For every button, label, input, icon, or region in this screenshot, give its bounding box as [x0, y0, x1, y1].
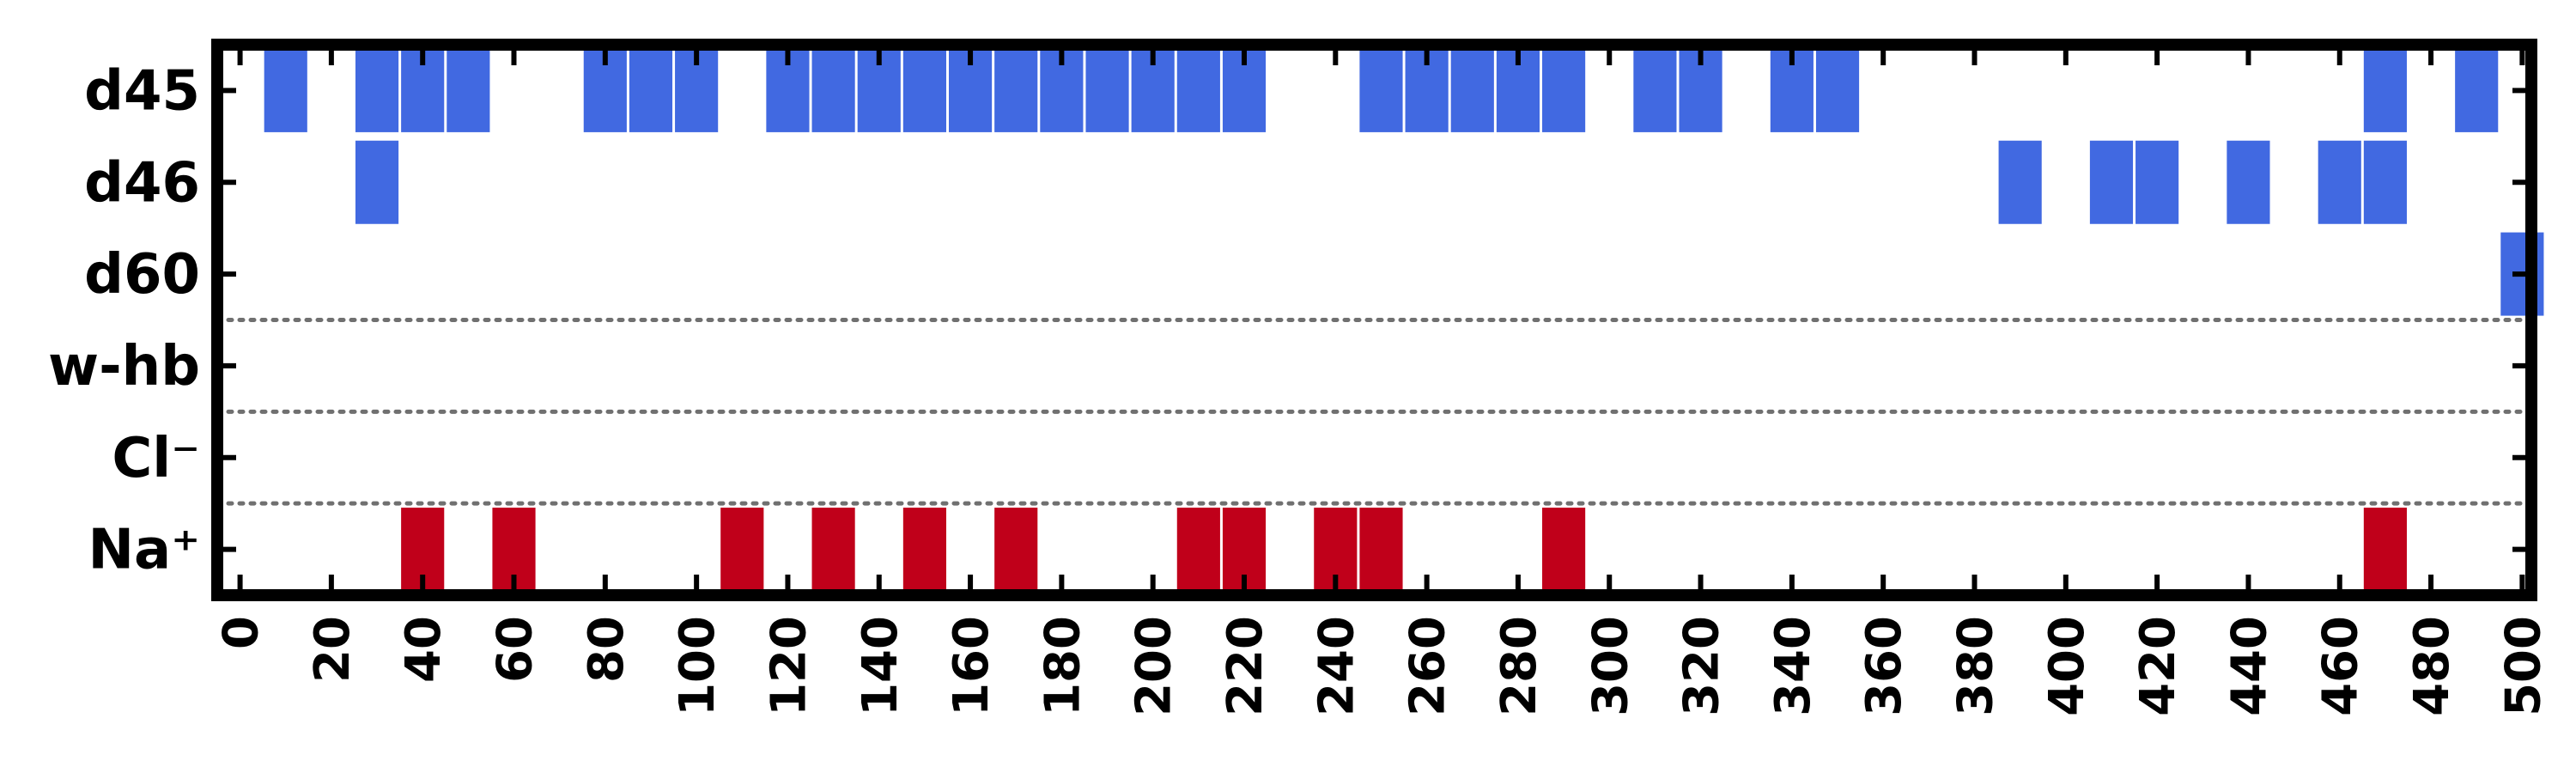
x-tick-label: 460: [2313, 616, 2369, 716]
event-bar-d46: [355, 140, 399, 224]
event-bar-na: [811, 508, 855, 592]
event-bar-na: [720, 508, 764, 592]
x-tick-label: 120: [761, 616, 817, 716]
event-bar-d45: [264, 48, 307, 132]
x-tick-label: 400: [2039, 616, 2095, 716]
event-bar-d45: [1542, 48, 1586, 132]
y-tick-label: d46: [84, 151, 200, 215]
x-tick-label: 60: [488, 616, 544, 683]
event-bar-d45: [447, 48, 490, 132]
event-bars: [264, 48, 2544, 592]
event-bar-na: [1542, 508, 1586, 592]
event-bar-d45: [1815, 48, 1860, 132]
event-bar-d45: [1085, 48, 1129, 132]
x-tick-label: 80: [579, 616, 635, 683]
x-tick-label: 300: [1583, 616, 1638, 716]
x-tick-label: 220: [1218, 616, 1273, 716]
y-tick-label: Na⁺: [88, 519, 200, 582]
event-bar-na: [994, 508, 1038, 592]
event-bar-na: [902, 508, 946, 592]
x-tick-label: 320: [1674, 616, 1730, 716]
event-bar-d45: [811, 48, 855, 132]
x-tick-label: 20: [305, 616, 361, 683]
event-bar-d45: [994, 48, 1038, 132]
x-tick-label: 140: [853, 616, 908, 716]
event-bar-d45: [2363, 48, 2407, 132]
event-bar-d46: [2227, 140, 2270, 224]
row-separators: [215, 318, 2534, 506]
event-bar-na: [2363, 508, 2407, 592]
event-bar-d45: [1450, 48, 1494, 132]
event-bar-d46: [2089, 140, 2134, 224]
event-bar-na: [1359, 508, 1403, 592]
event-bar-d46: [2136, 140, 2179, 224]
x-tick-label: 160: [944, 616, 999, 716]
y-tick-label: Cl⁻: [112, 427, 200, 490]
x-tick-label: 500: [2495, 616, 2551, 716]
x-tick-label: 200: [1127, 616, 1182, 716]
y-tick-label: d60: [84, 243, 200, 307]
y-axis-labels: d45 d46 d60 w-hb Cl⁻ Na⁺: [48, 59, 200, 581]
x-axis-labels: 0 20 40 60 80 100 120 140 160 180 200 220 240 260 280 3…: [214, 616, 2552, 716]
x-tick-label: 260: [1400, 616, 1456, 716]
event-bar-d45: [629, 48, 673, 132]
x-tick-label: 180: [1035, 616, 1091, 716]
event-bar-d45: [902, 48, 946, 132]
plot-frame: [211, 39, 2537, 601]
event-bar-d46: [2318, 140, 2361, 224]
y-tick-label: d45: [84, 59, 200, 123]
x-tick-label: 40: [396, 616, 452, 683]
event-bar-d45: [2455, 48, 2499, 132]
x-tick-label: 280: [1492, 616, 1547, 716]
x-tick-label: 440: [2221, 616, 2277, 716]
event-bar-d46: [2363, 140, 2407, 224]
event-bar-d45: [1633, 48, 1677, 132]
x-tick-label: 380: [1947, 616, 2003, 716]
event-bar-na: [1176, 508, 1220, 592]
x-tick-label: 340: [1765, 616, 1821, 716]
x-tick-label: 240: [1309, 616, 1364, 716]
y-tick-label: w-hb: [48, 335, 200, 399]
x-tick-label: 100: [670, 616, 726, 716]
event-bar-d46: [1998, 140, 2042, 224]
x-tick-label: 480: [2404, 616, 2460, 716]
event-bar-d45: [1359, 48, 1403, 132]
event-bar-d45: [1176, 48, 1220, 132]
event-bar-d45: [355, 48, 399, 132]
x-tick-label: 0: [214, 616, 270, 649]
x-tick-label: 420: [2130, 616, 2186, 716]
x-tick-label: 360: [1856, 616, 1912, 716]
